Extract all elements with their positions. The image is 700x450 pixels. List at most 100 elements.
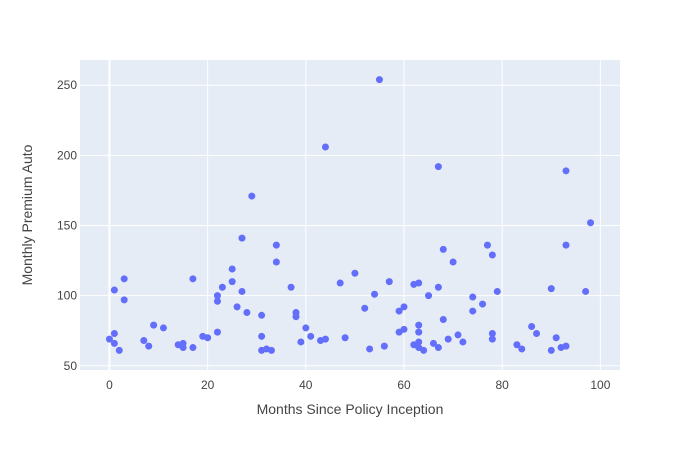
- data-point[interactable]: [292, 313, 300, 321]
- data-point[interactable]: [238, 287, 246, 295]
- data-point[interactable]: [140, 337, 148, 345]
- data-point[interactable]: [547, 346, 555, 354]
- data-point[interactable]: [361, 304, 369, 312]
- data-point[interactable]: [434, 344, 442, 352]
- data-point[interactable]: [110, 339, 118, 347]
- data-point[interactable]: [351, 269, 359, 277]
- data-point[interactable]: [228, 278, 236, 286]
- data-point[interactable]: [105, 335, 113, 343]
- data-point[interactable]: [213, 328, 221, 336]
- data-point[interactable]: [321, 143, 329, 151]
- data-point[interactable]: [302, 324, 310, 332]
- data-point[interactable]: [272, 241, 280, 249]
- data-point[interactable]: [469, 307, 477, 315]
- data-point[interactable]: [562, 342, 570, 350]
- data-point[interactable]: [420, 346, 428, 354]
- data-point[interactable]: [120, 275, 128, 283]
- data-point[interactable]: [145, 342, 153, 350]
- x-tick-label: 0: [106, 378, 113, 392]
- data-point[interactable]: [488, 330, 496, 338]
- data-point[interactable]: [297, 338, 305, 346]
- data-point[interactable]: [218, 283, 226, 291]
- data-point[interactable]: [366, 345, 374, 353]
- data-point[interactable]: [469, 293, 477, 301]
- data-point[interactable]: [439, 316, 447, 324]
- data-point[interactable]: [415, 338, 423, 346]
- data-point[interactable]: [243, 308, 251, 316]
- data-point[interactable]: [400, 303, 408, 311]
- data-point[interactable]: [189, 275, 197, 283]
- data-point[interactable]: [189, 344, 197, 352]
- data-point[interactable]: [371, 290, 379, 298]
- data-point[interactable]: [454, 331, 462, 339]
- data-point[interactable]: [287, 283, 295, 291]
- data-point[interactable]: [307, 332, 315, 340]
- data-point[interactable]: [513, 341, 521, 349]
- data-point[interactable]: [115, 346, 123, 354]
- data-points: [105, 76, 595, 354]
- data-point[interactable]: [159, 324, 167, 332]
- data-point[interactable]: [380, 342, 388, 350]
- data-point[interactable]: [444, 335, 452, 343]
- data-point[interactable]: [179, 344, 187, 352]
- data-point[interactable]: [400, 325, 408, 333]
- data-point[interactable]: [258, 311, 266, 319]
- plot-background: [80, 60, 620, 370]
- data-point[interactable]: [562, 241, 570, 249]
- data-point[interactable]: [395, 307, 403, 315]
- data-point[interactable]: [204, 334, 212, 342]
- data-point[interactable]: [120, 296, 128, 304]
- data-point[interactable]: [341, 334, 349, 342]
- data-point[interactable]: [429, 339, 437, 347]
- data-point[interactable]: [439, 245, 447, 253]
- data-point[interactable]: [415, 321, 423, 329]
- data-point[interactable]: [213, 292, 221, 300]
- data-point[interactable]: [213, 297, 221, 305]
- y-tick-labels: 50 100 150 200 250: [57, 78, 77, 373]
- data-point[interactable]: [552, 334, 560, 342]
- data-point[interactable]: [518, 345, 526, 353]
- x-tick-labels: 0 20 40 60 80 100: [106, 378, 611, 392]
- data-point[interactable]: [483, 241, 491, 249]
- data-point[interactable]: [434, 283, 442, 291]
- x-axis-title: Months Since Policy Inception: [257, 401, 444, 417]
- y-axis-title: Monthly Premium Auto: [19, 144, 35, 285]
- data-point[interactable]: [459, 338, 467, 346]
- data-point[interactable]: [110, 286, 118, 294]
- data-point[interactable]: [415, 279, 423, 287]
- data-point[interactable]: [479, 300, 487, 308]
- grid-lines: [80, 60, 620, 370]
- y-tick-label: 250: [57, 78, 77, 92]
- data-point[interactable]: [415, 328, 423, 336]
- data-point[interactable]: [582, 287, 590, 295]
- data-point[interactable]: [375, 76, 383, 84]
- data-point[interactable]: [533, 330, 541, 338]
- data-point[interactable]: [336, 279, 344, 287]
- data-point[interactable]: [488, 251, 496, 259]
- data-point[interactable]: [272, 258, 280, 266]
- x-tick-label: 20: [201, 378, 215, 392]
- data-point[interactable]: [228, 265, 236, 273]
- data-point[interactable]: [528, 323, 536, 331]
- data-point[interactable]: [587, 219, 595, 227]
- data-point[interactable]: [449, 258, 457, 266]
- y-tick-label: 200: [57, 148, 77, 162]
- data-point[interactable]: [233, 303, 241, 311]
- data-point[interactable]: [150, 321, 158, 329]
- data-point[interactable]: [493, 287, 501, 295]
- data-point[interactable]: [562, 167, 570, 175]
- data-point[interactable]: [267, 346, 275, 354]
- data-point[interactable]: [434, 163, 442, 171]
- data-point[interactable]: [385, 278, 393, 286]
- y-tick-label: 50: [64, 359, 78, 373]
- data-point[interactable]: [425, 292, 433, 300]
- data-point[interactable]: [248, 192, 256, 200]
- data-point[interactable]: [321, 335, 329, 343]
- data-point[interactable]: [488, 335, 496, 343]
- data-point[interactable]: [110, 330, 118, 338]
- data-point[interactable]: [547, 285, 555, 293]
- data-point[interactable]: [258, 332, 266, 340]
- x-tick-label: 100: [590, 378, 610, 392]
- data-point[interactable]: [238, 234, 246, 242]
